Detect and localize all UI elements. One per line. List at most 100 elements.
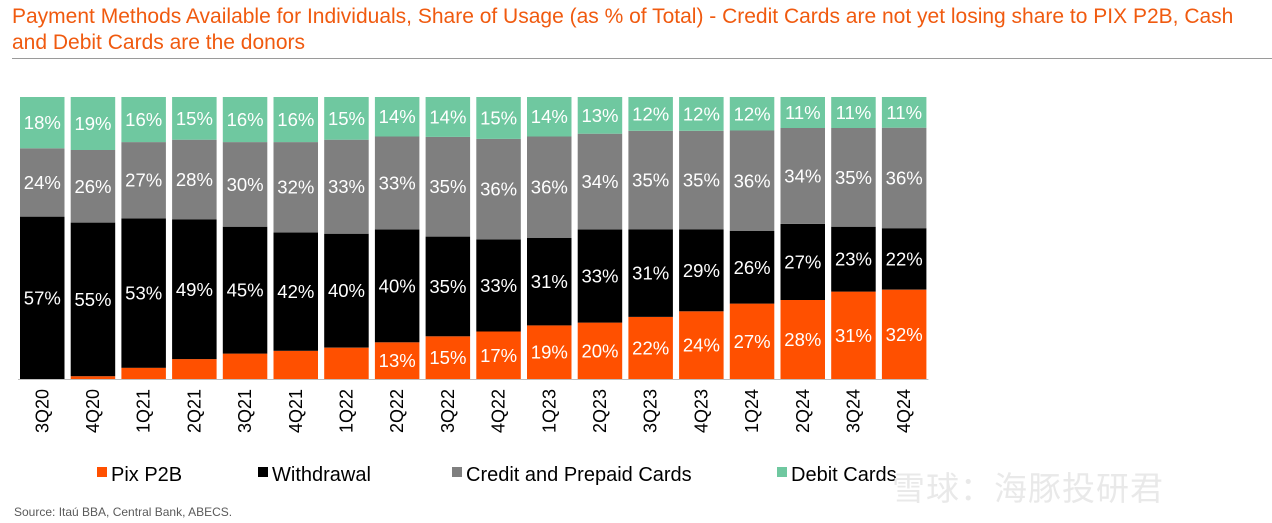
bar-segment xyxy=(273,142,318,233)
data-label: 33% xyxy=(480,275,517,296)
x-tick-label: 3Q24 xyxy=(844,389,864,433)
legend-swatch xyxy=(777,467,787,477)
data-label: 35% xyxy=(429,276,466,297)
bar-segment xyxy=(780,128,825,224)
bar-segment xyxy=(476,138,521,240)
data-label: 18% xyxy=(24,112,61,133)
bar-segment xyxy=(121,142,166,219)
x-tick-label: 4Q23 xyxy=(691,389,711,433)
bar-segment xyxy=(121,218,166,368)
bar-segment xyxy=(70,222,116,377)
data-label: 45% xyxy=(227,280,264,301)
bar-segment xyxy=(780,97,825,128)
data-label: 34% xyxy=(784,166,821,187)
bar-segment xyxy=(476,239,521,332)
bar-segment xyxy=(121,97,166,143)
bar-segment xyxy=(273,232,318,351)
data-label: 15% xyxy=(429,347,466,368)
bar-segment xyxy=(374,229,420,343)
bar-segment xyxy=(222,142,268,227)
data-label: 24% xyxy=(24,172,61,193)
data-label: 33% xyxy=(379,173,416,194)
bar-segment xyxy=(831,97,876,128)
x-tick-label: 2Q24 xyxy=(793,389,813,433)
bar-segment xyxy=(324,97,369,140)
bar-segment xyxy=(20,97,65,149)
bar-segment xyxy=(70,97,116,150)
bar-segment xyxy=(425,97,471,137)
data-label: 53% xyxy=(125,283,162,304)
bar-segment xyxy=(172,139,217,220)
data-label: 24% xyxy=(683,335,720,356)
bar-segment xyxy=(577,322,623,379)
bar-segment xyxy=(729,130,775,231)
data-label: 14% xyxy=(379,106,416,127)
data-label: 33% xyxy=(328,176,365,197)
legend-label: Pix P2B xyxy=(111,464,182,486)
bar-segment xyxy=(222,97,268,143)
data-label: 28% xyxy=(784,329,821,350)
legend: Pix P2B Withdrawal Credit and Prepaid Card… xyxy=(97,464,897,486)
data-label: 35% xyxy=(835,167,872,188)
bar-segment xyxy=(628,229,673,317)
data-label: 33% xyxy=(581,266,618,287)
data-label: 13% xyxy=(379,350,416,371)
bar-segment xyxy=(679,311,724,379)
bar-segment xyxy=(324,139,369,234)
data-label: 55% xyxy=(74,289,111,310)
x-tick-label: 3Q23 xyxy=(641,389,661,433)
data-label: 27% xyxy=(784,252,821,273)
bar-segment xyxy=(20,148,65,217)
x-tick-label: 1Q21 xyxy=(134,389,154,433)
bar-segment xyxy=(527,97,572,137)
bar-segment xyxy=(628,317,673,379)
data-label: 36% xyxy=(734,170,771,191)
data-label: 35% xyxy=(683,170,720,191)
data-label: 12% xyxy=(632,103,669,124)
bar-segment xyxy=(172,219,217,360)
bar-segment xyxy=(729,97,775,131)
legend-swatch xyxy=(258,467,268,477)
x-tick-label: 4Q24 xyxy=(894,389,914,433)
title-divider xyxy=(12,58,1272,59)
data-label: 40% xyxy=(328,280,365,301)
bar-segment xyxy=(70,150,116,223)
bar-segment xyxy=(273,97,318,143)
x-tick-label: 1Q24 xyxy=(742,389,762,433)
bar-segment xyxy=(70,376,116,379)
bar-segment xyxy=(831,128,876,227)
data-label: 34% xyxy=(581,171,618,192)
x-tick-label: 1Q22 xyxy=(337,389,357,433)
data-label: 28% xyxy=(176,169,213,190)
bar-segment xyxy=(527,136,572,238)
data-label: 12% xyxy=(734,103,771,124)
bar-segment xyxy=(679,130,724,230)
legend-label: Withdrawal xyxy=(272,464,371,486)
data-label: 23% xyxy=(835,249,872,270)
bar-segment xyxy=(881,228,927,290)
bar-segment xyxy=(273,350,318,379)
bar-segment xyxy=(425,236,471,337)
bar-segment xyxy=(628,97,673,131)
data-label: 36% xyxy=(480,179,517,200)
data-label: 16% xyxy=(277,109,314,130)
data-label: 16% xyxy=(227,109,264,130)
bar-segment xyxy=(374,136,420,230)
data-label: 13% xyxy=(581,105,618,126)
bar-segment xyxy=(679,97,724,131)
data-label: 36% xyxy=(531,177,568,198)
bar-segment xyxy=(780,223,825,300)
x-tick-label: 4Q22 xyxy=(489,389,509,433)
data-label: 11% xyxy=(886,102,922,123)
bar-segment xyxy=(881,289,927,379)
chart-title: Payment Methods Available for Individual… xyxy=(12,5,1234,54)
data-label: 57% xyxy=(24,287,61,308)
data-label: 11% xyxy=(836,102,872,123)
data-label: 31% xyxy=(632,263,669,284)
data-label: 49% xyxy=(176,279,213,300)
bar-segment xyxy=(729,231,775,304)
bar-segment xyxy=(527,325,572,379)
data-label: 15% xyxy=(328,108,365,129)
data-label: 27% xyxy=(125,170,162,191)
bar-segment xyxy=(831,226,876,292)
